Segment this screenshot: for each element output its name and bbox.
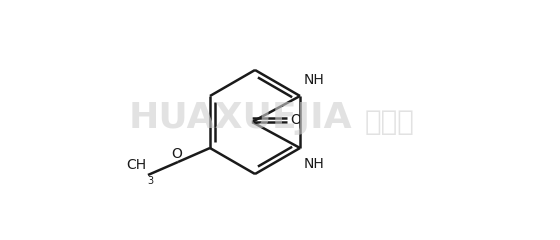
Text: O: O <box>171 147 183 161</box>
Text: NH: NH <box>304 73 325 87</box>
Text: 3: 3 <box>147 176 153 186</box>
Text: 化学加: 化学加 <box>365 108 415 136</box>
Text: HUAXUEJIA: HUAXUEJIA <box>128 101 352 135</box>
Text: CH: CH <box>126 158 146 172</box>
Text: NH: NH <box>304 157 325 171</box>
Text: O: O <box>290 113 301 127</box>
